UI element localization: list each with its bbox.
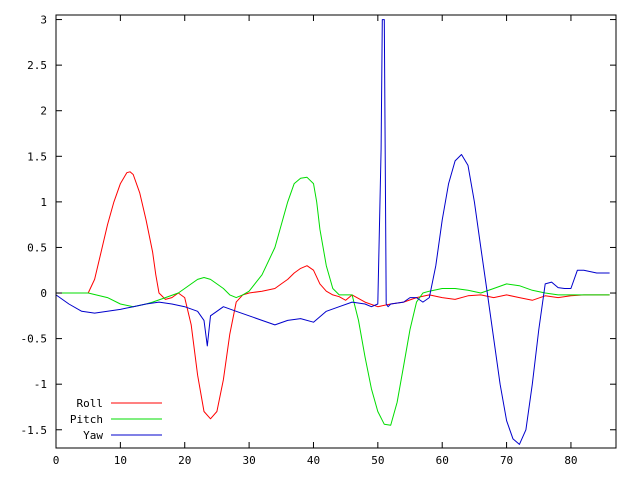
y-tick-label: 1 bbox=[40, 196, 47, 209]
x-tick-label: 60 bbox=[436, 454, 449, 467]
series-line-roll bbox=[56, 171, 610, 420]
series-line-yaw bbox=[55, 19, 610, 445]
x-tick-label: 40 bbox=[307, 454, 320, 467]
x-tick-label: 50 bbox=[371, 454, 384, 467]
y-tick-label: 2 bbox=[40, 105, 47, 118]
y-tick-label: 0.5 bbox=[27, 241, 47, 254]
plot-frame bbox=[55, 14, 617, 449]
series-layer bbox=[55, 19, 610, 445]
x-tick-label: 0 bbox=[53, 454, 60, 467]
x-tick-label: 20 bbox=[178, 454, 191, 467]
series-line-pitch bbox=[56, 176, 610, 426]
x-tick-label: 70 bbox=[500, 454, 513, 467]
y-tick-label: 0 bbox=[40, 287, 47, 300]
y-tick-label: -1.5 bbox=[21, 424, 48, 437]
legend-label: Pitch bbox=[70, 413, 103, 426]
y-tick-label: 1.5 bbox=[27, 150, 47, 163]
y-tick-label: -0.5 bbox=[21, 333, 48, 346]
x-tick-label: 30 bbox=[242, 454, 255, 467]
x-tick-label: 80 bbox=[564, 454, 577, 467]
y-tick-label: 2.5 bbox=[27, 59, 47, 72]
x-tick-label: 10 bbox=[114, 454, 127, 467]
legend-label: Yaw bbox=[83, 429, 103, 442]
legend: Roll Pitch Yaw bbox=[70, 397, 162, 442]
y-tick-label: 3 bbox=[40, 14, 47, 27]
y-tick-label: -1 bbox=[34, 378, 47, 391]
axes-layer: 0 10 20 30 40 50 60 70 80 -1.5 -1 -0.5 0 0.5 1 1.5 2 2.5 3 bbox=[21, 14, 616, 467]
legend-label: Roll bbox=[77, 397, 104, 410]
